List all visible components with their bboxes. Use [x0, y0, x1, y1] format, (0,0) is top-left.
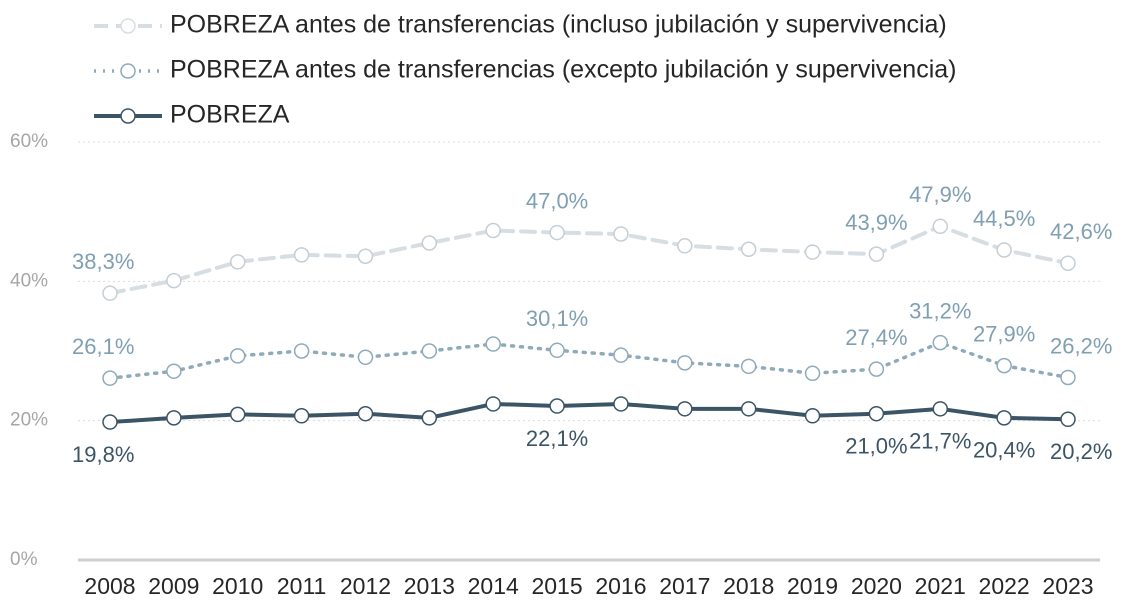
x-tick-label: 2011 — [277, 573, 326, 599]
data-point — [102, 414, 118, 430]
data-point — [102, 285, 118, 301]
legend-item: POBREZA antes de transferencias (incluso… — [94, 11, 947, 39]
data-label: 38,3% — [72, 249, 134, 274]
data-label: 31,2% — [909, 298, 971, 323]
series-line — [108, 401, 1070, 425]
legend-label: POBREZA — [170, 101, 290, 129]
data-point — [1060, 411, 1076, 428]
data-point — [677, 238, 693, 254]
data-point — [357, 248, 374, 265]
data-label: 47,0% — [526, 188, 588, 213]
data-label: 27,9% — [973, 321, 1035, 346]
data-point — [804, 365, 821, 382]
y-tick-label: 0% — [10, 549, 38, 570]
series-line — [108, 224, 1070, 296]
x-tick-label: 2010 — [212, 573, 263, 599]
data-point — [549, 398, 565, 414]
data-point — [1060, 255, 1076, 271]
x-tick-label: 2021 — [915, 573, 966, 599]
data-point — [166, 410, 182, 426]
data-point — [293, 343, 310, 359]
data-label: 20,2% — [1050, 439, 1112, 464]
data-point — [996, 410, 1012, 426]
data-point — [229, 406, 246, 423]
data-label: 26,1% — [72, 334, 134, 359]
data-point — [421, 410, 438, 426]
data-point — [613, 347, 629, 363]
data-label: 42,6% — [1050, 219, 1112, 244]
data-point — [293, 247, 310, 263]
data-point — [357, 405, 374, 422]
x-tick-label: 2019 — [787, 573, 838, 599]
data-point — [740, 241, 757, 258]
data-point — [868, 405, 885, 422]
data-label: 20,4% — [973, 438, 1035, 463]
data-point — [421, 343, 438, 359]
data-point — [166, 363, 182, 379]
data-point — [740, 401, 757, 417]
data-point — [485, 336, 501, 352]
data-label: 19,8% — [72, 442, 134, 467]
data-point — [357, 349, 374, 366]
data-label: 22,1% — [526, 426, 588, 451]
x-tick-label: 2023 — [1042, 573, 1093, 599]
x-tick-label: 2018 — [723, 573, 774, 599]
data-label: 44,5% — [973, 206, 1035, 231]
legend-marker — [120, 18, 136, 34]
y-tick-label: 60% — [10, 131, 48, 152]
x-tick-label: 2017 — [659, 573, 710, 599]
x-tick-label: 2016 — [595, 573, 646, 599]
data-point — [613, 396, 629, 412]
x-tick-label: 2022 — [979, 573, 1030, 599]
data-label: 21,0% — [845, 434, 907, 459]
x-tick-label: 2020 — [851, 573, 902, 599]
data-point — [485, 222, 501, 239]
data-point — [549, 224, 565, 241]
data-label: 27,4% — [845, 325, 907, 350]
legend-label: POBREZA antes de transferencias (excepto… — [170, 56, 957, 84]
data-point — [229, 348, 246, 364]
data-point — [549, 342, 565, 359]
series-line — [108, 340, 1070, 380]
data-point — [868, 246, 885, 262]
y-tick-label: 20% — [10, 410, 48, 431]
data-point — [677, 401, 693, 417]
data-point — [613, 226, 629, 242]
data-point — [868, 361, 885, 377]
legend-item: POBREZA antes de transferencias (excepto… — [94, 56, 957, 84]
data-point — [229, 254, 246, 270]
x-tick-label: 2009 — [148, 573, 199, 599]
legend-marker — [120, 108, 136, 124]
x-tick-label: 2012 — [340, 573, 391, 599]
data-point — [1060, 369, 1076, 386]
data-point — [166, 272, 182, 289]
data-label: 26,2% — [1050, 333, 1112, 358]
data-point — [293, 408, 310, 424]
x-tick-label: 2008 — [84, 573, 135, 599]
data-point — [102, 370, 118, 386]
legend-marker — [120, 63, 136, 79]
data-point — [996, 357, 1012, 374]
data-label: 47,9% — [909, 182, 971, 207]
data-point — [485, 396, 501, 412]
data-label: 21,7% — [909, 429, 971, 454]
data-point — [421, 235, 438, 251]
data-point — [996, 242, 1012, 258]
x-tick-label: 2013 — [404, 573, 455, 599]
data-point — [804, 244, 821, 260]
data-point — [804, 408, 821, 424]
data-point — [932, 401, 949, 417]
data-point — [740, 358, 757, 375]
data-label: 43,9% — [845, 210, 907, 235]
data-label: 30,1% — [526, 306, 588, 331]
data-point — [932, 218, 949, 235]
data-point — [932, 334, 949, 351]
data-point — [677, 355, 693, 371]
legend-label: POBREZA antes de transferencias (incluso… — [170, 11, 947, 39]
x-tick-label: 2015 — [531, 573, 582, 599]
legend-item: POBREZA — [94, 101, 290, 129]
y-tick-label: 40% — [10, 270, 48, 291]
x-tick-label: 2014 — [468, 573, 519, 599]
